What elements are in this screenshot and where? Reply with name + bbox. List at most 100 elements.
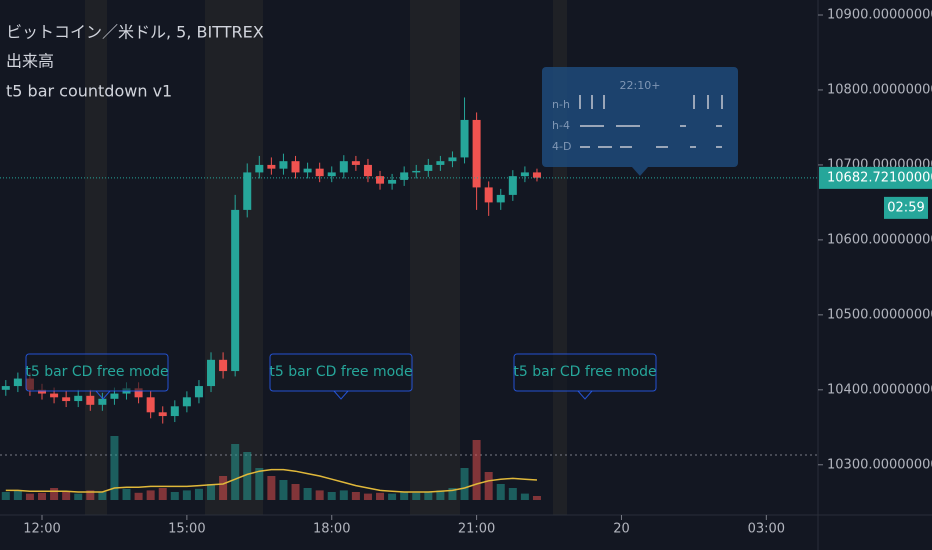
- volume-bar: [231, 444, 240, 500]
- volume-bar: [134, 492, 143, 500]
- candle-body: [194, 386, 203, 398]
- volume-bar: [86, 490, 95, 500]
- volume-bar: [424, 492, 433, 500]
- panel-row: 4-D: [552, 140, 571, 153]
- volume-bar: [267, 476, 276, 500]
- volume-bar: [50, 488, 59, 500]
- volume-bar: [363, 493, 372, 500]
- candle-body: [243, 172, 252, 210]
- volume-bar: [25, 493, 34, 500]
- volume-bar: [122, 488, 131, 500]
- volume-bar: [219, 476, 228, 500]
- candle-body: [182, 397, 191, 407]
- annotation-label: t5 bar CD free mode: [25, 364, 168, 380]
- candle-body: [207, 359, 216, 387]
- candle-body: [170, 406, 179, 417]
- candle-body: [291, 161, 300, 173]
- y-tick-label: 10600.00000000: [827, 232, 932, 247]
- band: [410, 0, 460, 515]
- candle-body: [508, 176, 517, 195]
- volume-bar: [472, 440, 481, 500]
- plot: [1, 97, 541, 500]
- volume-bar: [412, 492, 421, 500]
- volume-bar: [508, 488, 517, 500]
- volume-bar: [303, 488, 312, 500]
- candle-body: [231, 209, 240, 372]
- volume-bar: [376, 492, 385, 500]
- volume-bar: [13, 490, 22, 500]
- panel-row: h-4: [552, 119, 570, 132]
- last-price-label: 10682.72100000: [827, 170, 932, 185]
- candle-body: [267, 164, 276, 169]
- volume-bar: [98, 492, 107, 500]
- volume-bar: [291, 484, 300, 500]
- x-tick-label: 21:00: [458, 522, 495, 537]
- volume-bar: [484, 472, 493, 500]
- candle-body: [460, 119, 469, 158]
- countdown-box: [884, 196, 928, 219]
- x-tick-label: 18:00: [313, 522, 350, 537]
- candle-body: [388, 179, 397, 184]
- y-tick-label: 10400.00000000: [827, 382, 932, 397]
- y-tick-label: 10800.00000000: [827, 82, 932, 97]
- candle-body: [303, 168, 312, 173]
- panel-pointer: [632, 167, 648, 176]
- volume-bar: [194, 488, 203, 500]
- countdown-panel: 22:10+ n-h h-4 4-D: [542, 67, 738, 176]
- volume-bar: [182, 490, 191, 500]
- volume-bar: [400, 492, 409, 500]
- volume-bar: [207, 484, 216, 500]
- volume-bar: [496, 484, 505, 500]
- candle-body: [496, 194, 505, 203]
- candle-body: [520, 172, 529, 177]
- annotation-box: [269, 353, 413, 392]
- panel-row: n-h: [552, 98, 570, 111]
- candle-body: [255, 164, 264, 173]
- volume-bar: [255, 468, 264, 500]
- volume-bar: [520, 493, 529, 500]
- volume-bar: [74, 493, 83, 500]
- symbol-title: ビットコイン／米ドル, 5, BITTREX: [6, 23, 264, 42]
- candle-body: [339, 161, 348, 173]
- volume-bar: [436, 490, 445, 500]
- candle-body: [424, 164, 433, 171]
- candle-body: [448, 157, 457, 162]
- volume-bar: [388, 493, 397, 500]
- candle-body: [532, 172, 541, 178]
- volume-bar: [1, 492, 10, 500]
- volume-bar: [460, 468, 469, 500]
- candle-body: [472, 119, 481, 188]
- y-tick-label: 10500.00000000: [827, 307, 932, 322]
- volume-bar: [146, 490, 155, 500]
- candle-body: [219, 359, 228, 372]
- volume-bar: [243, 452, 252, 500]
- panel-box: [542, 67, 738, 167]
- x-tick-label: 03:00: [748, 522, 785, 537]
- y-tick-label: 10300.00000000: [827, 457, 932, 472]
- volume-bar: [279, 480, 288, 500]
- candle-body: [74, 395, 83, 402]
- candle-body: [400, 172, 409, 180]
- candle-body: [351, 161, 360, 165]
- x-tick-label: 12:00: [23, 522, 60, 537]
- annotation-box: [513, 353, 657, 392]
- candle-body: [50, 393, 59, 398]
- annotation-pointer: [95, 390, 111, 400]
- volume-bar: [158, 488, 167, 500]
- candle-body: [98, 398, 107, 405]
- x-tick-label: 20: [613, 522, 630, 537]
- candle-body: [327, 172, 336, 177]
- candle-body: [363, 164, 372, 177]
- band: [85, 0, 107, 515]
- candle-body: [146, 397, 155, 413]
- countdown-label: 02:59: [887, 200, 924, 215]
- glyph: [579, 95, 723, 109]
- candle-body: [134, 388, 143, 398]
- candle-body: [1, 386, 10, 390]
- candle-body: [38, 389, 47, 394]
- candle-body: [13, 378, 22, 387]
- annotation-pointer: [577, 390, 593, 400]
- volume-bar: [315, 490, 324, 500]
- volume-bar: [339, 490, 348, 500]
